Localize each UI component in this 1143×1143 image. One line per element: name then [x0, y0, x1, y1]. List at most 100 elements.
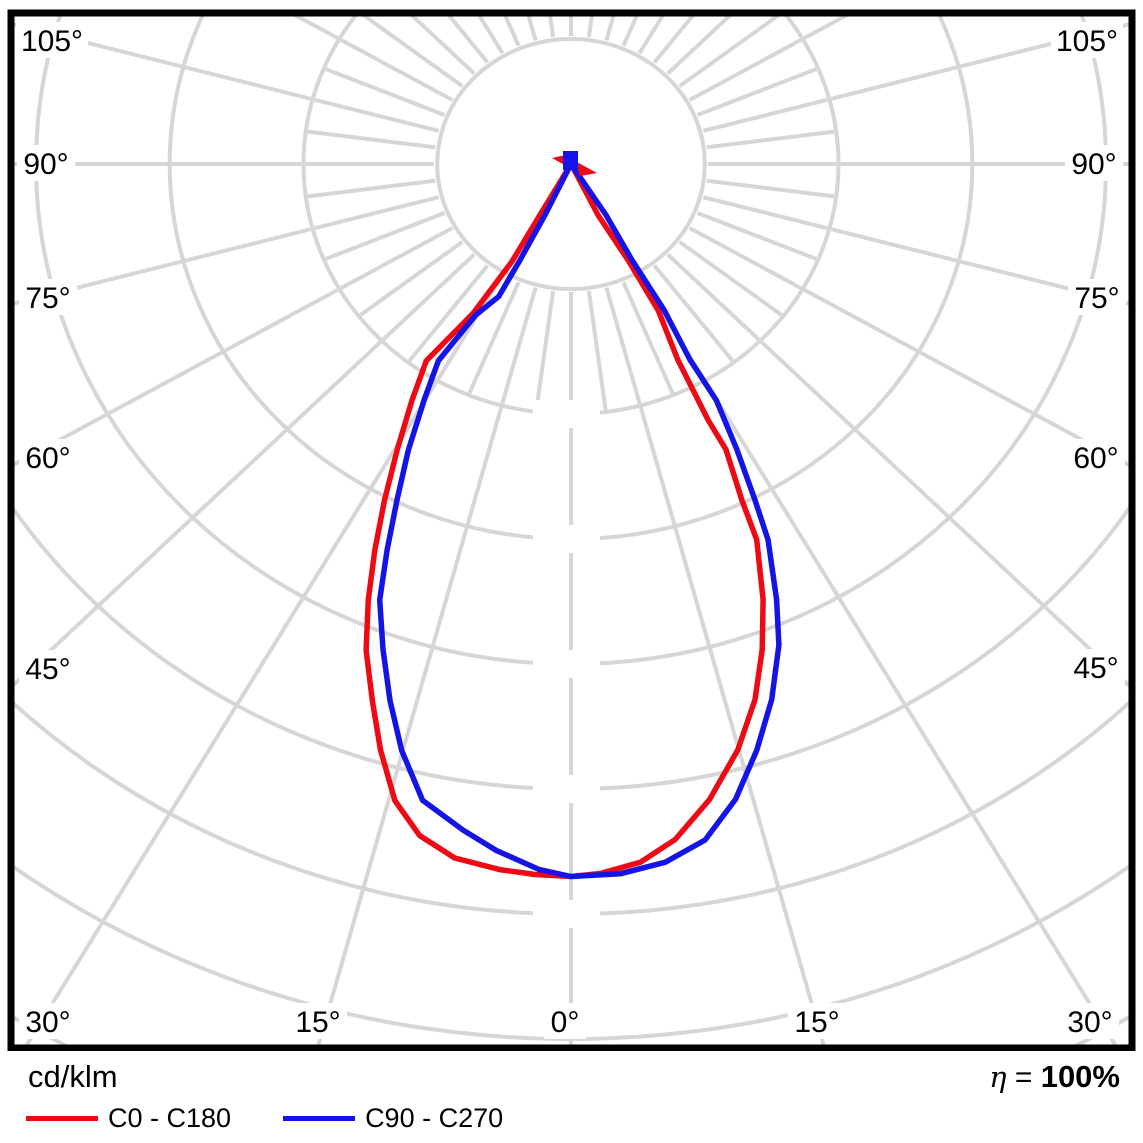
minor-spoke	[652, 13, 698, 64]
minor-spoke	[307, 129, 436, 150]
minor-spoke	[340, 226, 454, 290]
minor-spoke	[325, 211, 446, 261]
angle-label: 75°	[25, 282, 70, 315]
major-spoke	[11, 340, 382, 691]
minor-spoke	[666, 13, 736, 75]
minor-spoke	[621, 13, 641, 47]
angle-label: 90°	[23, 148, 68, 181]
angle-label: 60°	[25, 442, 70, 475]
angle-label: 30°	[25, 1006, 70, 1039]
angle-label-bg	[19, 650, 77, 686]
major-spoke	[11, 227, 312, 307]
minor-spoke	[702, 97, 828, 133]
curve-c90-c270	[376, 161, 782, 880]
angle-label-bg	[788, 1003, 846, 1039]
angle-label-bg	[19, 439, 77, 475]
curve-c0-c180	[363, 161, 766, 880]
minor-spoke	[314, 97, 440, 133]
series-label: C90 - C270	[365, 1103, 504, 1133]
angle-label-bg	[1067, 649, 1125, 685]
major-spoke	[11, 21, 312, 101]
minor-spoke	[702, 195, 828, 231]
ring-value-blank	[533, 775, 600, 803]
angle-label: 45°	[1073, 652, 1118, 685]
minor-spoke	[314, 195, 440, 231]
major-spoke	[803, 288, 1132, 469]
minor-spoke	[604, 13, 617, 41]
origin-marker	[563, 151, 578, 170]
efficiency-value: η = 100%	[989, 1059, 1120, 1094]
angle-label-bg	[544, 1003, 586, 1039]
major-spoke	[11, 288, 339, 469]
angle-label-bg	[1051, 22, 1123, 58]
minor-spoke	[586, 13, 595, 38]
chart-legend: cd/klm C0 - C180 C90 - C270 η = 100%	[0, 1051, 1143, 1143]
minor-spoke	[534, 290, 556, 411]
angle-label-bg	[16, 22, 88, 58]
minor-spoke	[359, 240, 464, 317]
minor-spoke	[547, 13, 556, 38]
major-spoke	[22, 381, 438, 1048]
angle-label-bg	[19, 1003, 77, 1039]
minor-spoke	[666, 253, 761, 341]
ring-value-blank	[533, 900, 600, 928]
minor-spoke	[688, 38, 802, 102]
minor-spoke	[637, 13, 667, 55]
minor-spoke	[407, 264, 490, 363]
minor-spoke	[688, 226, 802, 290]
angle-label-bg	[17, 145, 75, 181]
angle-label: 15°	[794, 1006, 839, 1039]
plot-border	[7, 9, 1136, 1052]
major-spoke	[638, 406, 827, 1048]
minor-spoke	[325, 67, 446, 117]
series-swatch-c90-c270	[283, 1116, 356, 1121]
unit-label: cd/klm	[28, 1059, 118, 1094]
major-spoke	[830, 227, 1132, 307]
minor-spoke	[678, 240, 783, 317]
minor-spoke	[525, 13, 538, 41]
angle-label-bg	[1067, 439, 1125, 475]
series-label: C0 - C180	[108, 1103, 232, 1133]
angle-label-bg	[1061, 1003, 1119, 1039]
minor-spoke	[501, 13, 521, 47]
major-spoke	[704, 381, 1120, 1048]
angle-label: 90°	[1071, 148, 1116, 181]
ring-value-blank	[533, 525, 600, 553]
minor-spoke	[444, 13, 490, 64]
major-spoke	[315, 406, 504, 1048]
minor-spoke	[696, 211, 817, 261]
angle-label-bg	[19, 279, 77, 315]
angle-label: 60°	[1073, 442, 1118, 475]
minor-spoke	[621, 281, 675, 394]
angle-label-bg	[1065, 145, 1123, 181]
minor-spoke	[706, 129, 835, 150]
angle-label-bg	[1068, 279, 1126, 315]
angle-label: 0°	[551, 1006, 580, 1039]
legend-item-c0-c180: C0 - C180	[26, 1103, 231, 1134]
angle-label: 105°	[1056, 25, 1118, 58]
ring-value-blank	[533, 650, 600, 678]
angle-label: 45°	[25, 653, 70, 686]
minor-spoke	[406, 13, 476, 75]
angle-label: 30°	[1067, 1006, 1112, 1039]
minor-spoke	[475, 13, 505, 55]
intensity-ring	[435, 37, 707, 291]
angle-label: 75°	[1074, 282, 1119, 315]
legend-item-c90-c270: C90 - C270	[283, 1103, 503, 1134]
ring-value-blank	[533, 400, 600, 428]
angle-label-bg	[289, 1003, 347, 1039]
major-spoke	[830, 21, 1132, 101]
minor-spoke	[678, 13, 783, 88]
series-swatch-c0-c180	[26, 1116, 98, 1121]
minor-spoke	[696, 67, 817, 117]
legend-items: C0 - C180 C90 - C270	[26, 1103, 503, 1134]
minor-spoke	[381, 253, 476, 341]
minor-spoke	[307, 178, 436, 199]
major-spoke	[760, 340, 1132, 692]
minor-spoke	[340, 38, 454, 102]
minor-spoke	[500, 287, 538, 405]
angle-label: 15°	[295, 1006, 340, 1039]
